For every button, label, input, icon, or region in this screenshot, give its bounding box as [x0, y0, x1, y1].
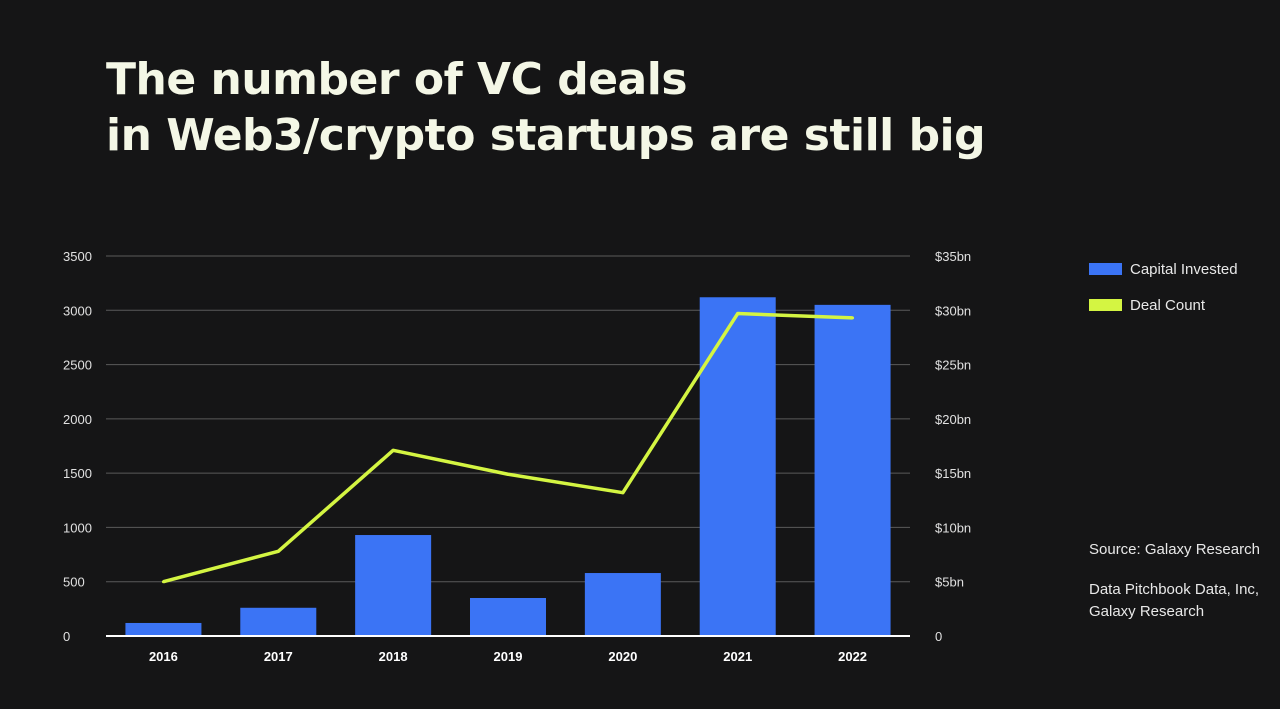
legend-label-deal-count: Deal Count	[1130, 296, 1206, 314]
x-tick-label: 2018	[379, 649, 408, 664]
y-right-tick-label: $35bn	[935, 249, 971, 264]
x-tick-label: 2016	[149, 649, 178, 664]
point-deal-count	[736, 312, 740, 316]
y-left-tick-label: 1000	[63, 520, 92, 535]
legend-item-capital-invested: Capital Invested	[1089, 259, 1238, 279]
chart-title: The number of VC deals in Web3/crypto st…	[106, 52, 986, 164]
y-left-tick-label: 3500	[63, 249, 92, 264]
y-left-tick-label: 2500	[63, 358, 92, 373]
legend: Capital Invested Deal Count	[1089, 259, 1238, 331]
y-right-tick-label: 0	[935, 629, 942, 644]
bar-capital-invested	[814, 304, 891, 636]
x-tick-label: 2020	[608, 649, 637, 664]
y-left-tick-label: 2000	[63, 412, 92, 427]
y-right-tick-label: $25bn	[935, 358, 971, 373]
bar-capital-invested	[355, 535, 432, 636]
y-left-tick-label: 500	[63, 575, 85, 590]
chart-title-line-2: in Web3/crypto startups are still big	[106, 110, 986, 161]
point-deal-count	[161, 580, 165, 584]
x-tick-label: 2022	[838, 649, 867, 664]
legend-swatch-capital-invested	[1089, 263, 1122, 275]
bar-capital-invested	[240, 607, 317, 636]
legend-label-capital-invested: Capital Invested	[1130, 260, 1238, 278]
data-note: Data Pitchbook Data, Inc, Galaxy Researc…	[1089, 581, 1260, 620]
y-right-tick-label: $10bn	[935, 520, 971, 535]
point-deal-count	[506, 472, 510, 476]
point-deal-count	[621, 491, 625, 495]
y-left-tick-label: 0	[63, 629, 70, 644]
y-right-tick-label: $15bn	[935, 466, 971, 481]
legend-item-deal-count: Deal Count	[1089, 295, 1238, 315]
y-left-tick-label: 1500	[63, 466, 92, 481]
x-tick-label: 2019	[494, 649, 523, 664]
point-deal-count	[851, 316, 855, 320]
x-tick-label: 2021	[723, 649, 752, 664]
bar-capital-invested	[584, 573, 661, 636]
chart-title-line-1: The number of VC deals	[106, 54, 688, 105]
bar-capital-invested	[125, 622, 202, 636]
y-right-tick-label: $20bn	[935, 412, 971, 427]
chart-notes: Source: Galaxy Research Data Pitchbook D…	[1089, 539, 1274, 641]
legend-swatch-deal-count	[1089, 299, 1122, 311]
y-right-tick-label: $5bn	[935, 575, 964, 590]
point-deal-count	[276, 549, 280, 553]
source-note: Source: Galaxy Research	[1089, 541, 1260, 558]
bar-capital-invested	[699, 297, 776, 636]
y-right-tick-label: $30bn	[935, 303, 971, 318]
y-left-tick-label: 3000	[63, 303, 92, 318]
bar-capital-invested	[470, 598, 546, 636]
x-tick-label: 2017	[264, 649, 293, 664]
point-deal-count	[391, 448, 395, 452]
